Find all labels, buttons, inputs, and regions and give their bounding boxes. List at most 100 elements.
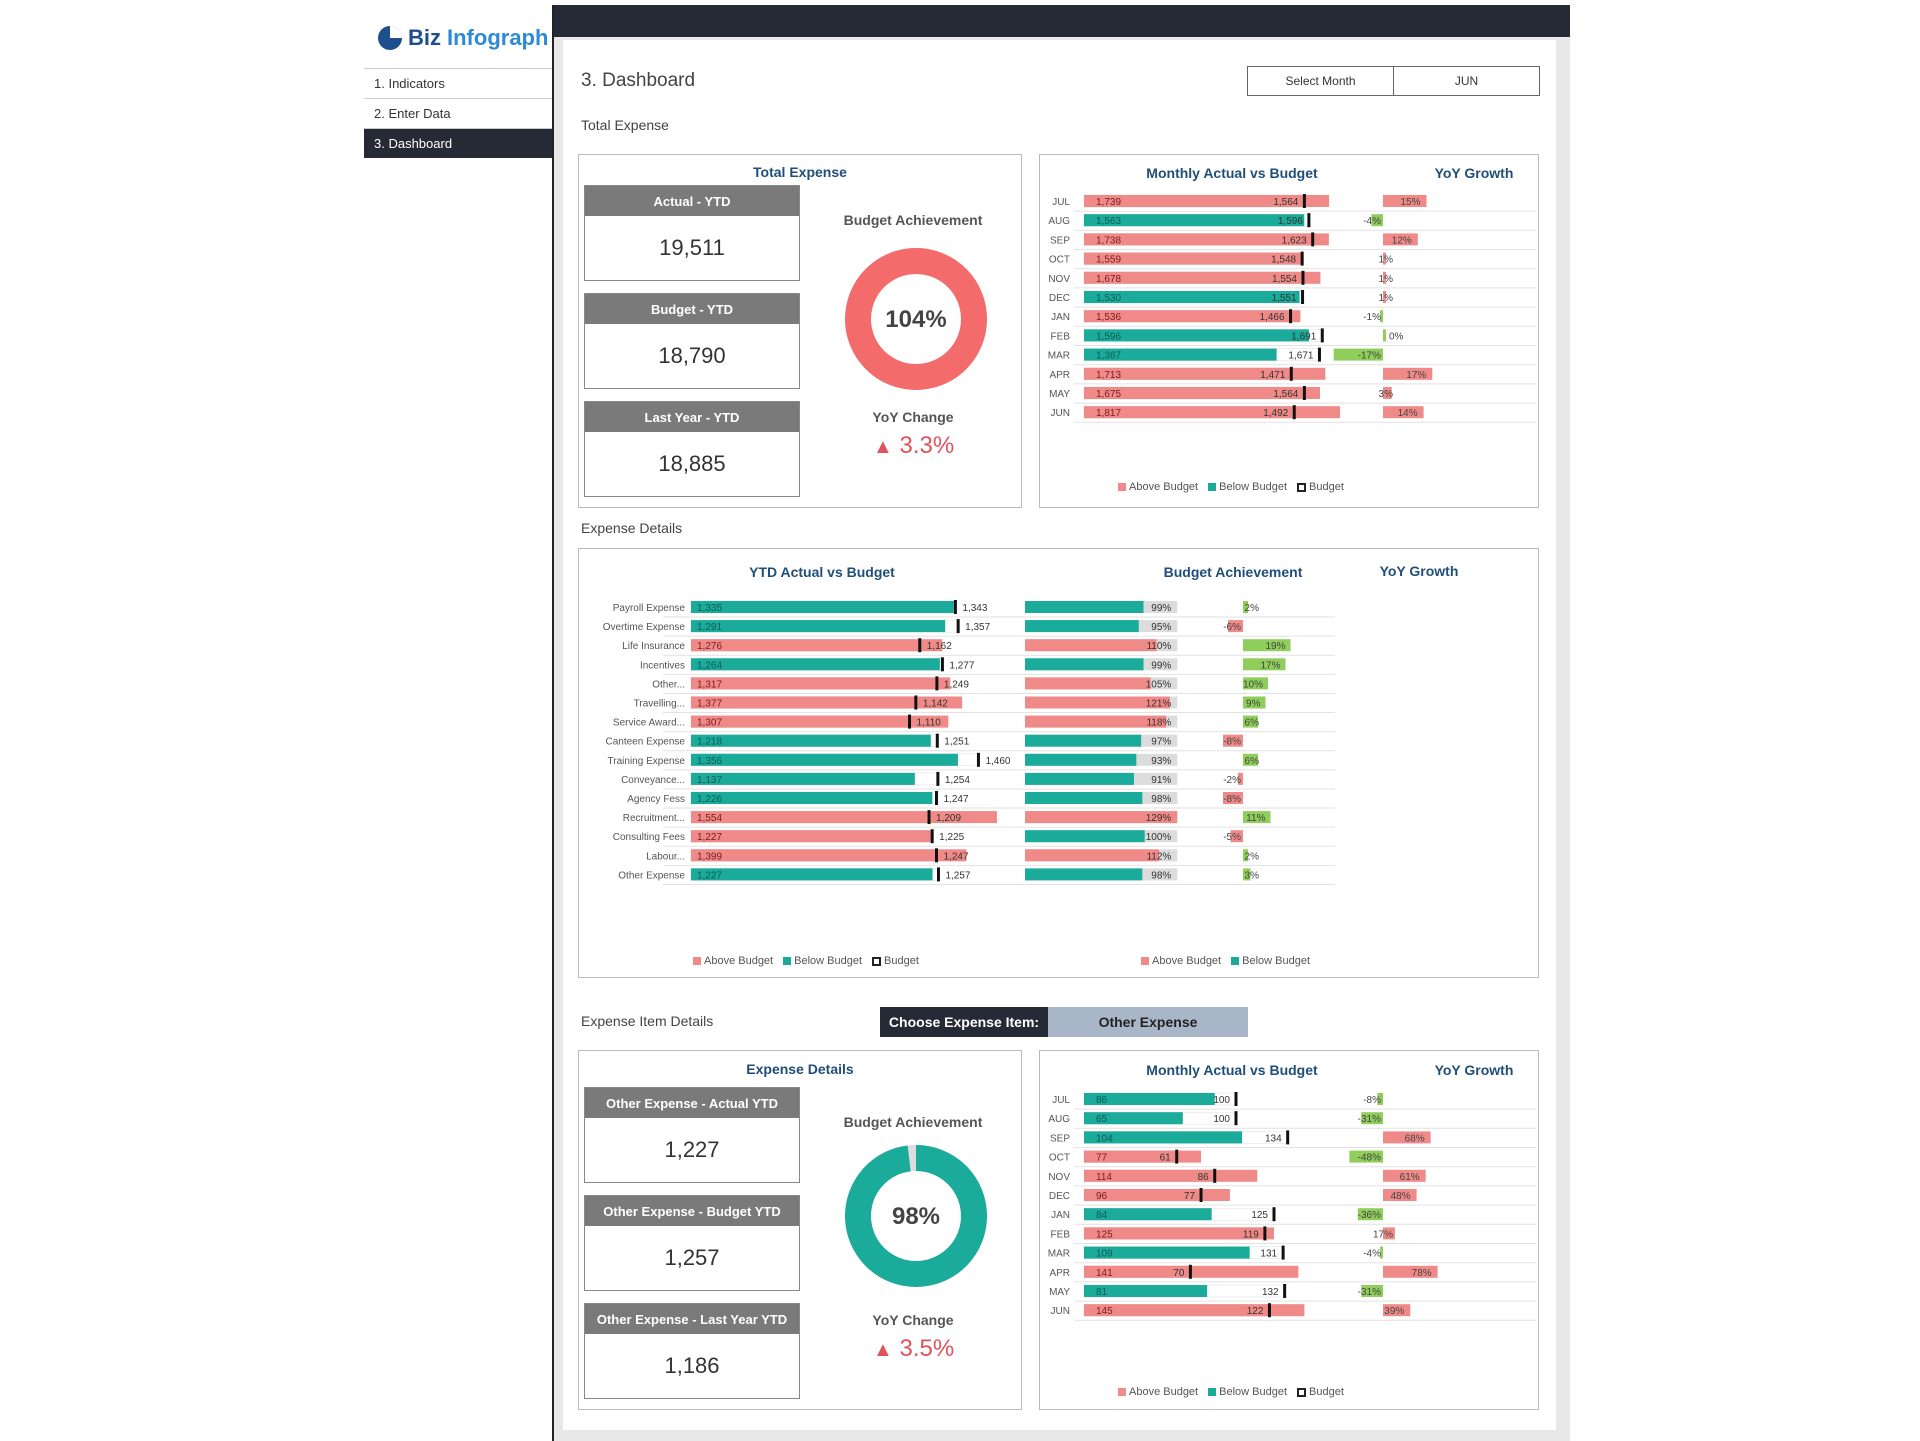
actual-label: 1,227 [697,870,722,881]
achievement-label: 100% [1146,832,1172,843]
actual-bar [691,792,933,804]
yoy-bar [1243,601,1248,613]
budget-achievement-label: Budget Achievement [843,212,983,228]
actual-bar [1084,1208,1212,1221]
actual-label: 1,678 [1096,274,1121,285]
total-expense-panel-title: Total Expense [753,164,847,180]
yoy-bar [1230,830,1243,843]
budget-marker [1188,1264,1192,1279]
budget-label: 1,596 [1278,216,1303,227]
item-expense-panel: Expense Details Other Expense - Actual Y… [578,1050,1022,1410]
sidebar-item-enter-data[interactable]: 2. Enter Data [364,98,552,128]
yoy-label: 17% [1406,370,1426,381]
kpi-label: Other Expense - Actual YTD [585,1088,799,1118]
actual-label: 1,536 [1096,312,1121,323]
category-label: OCT [1049,255,1070,266]
budget-marker [936,771,940,786]
achievement-label: 118% [1146,718,1171,729]
budget-marker [1311,232,1315,247]
budget-label: 122 [1247,1306,1264,1317]
yoy-bar [1243,715,1258,728]
achievement-label: 112% [1146,851,1171,862]
yoy-label: -8% [1223,737,1241,748]
actual-bar [691,830,933,843]
yoy-bar [1383,1169,1426,1182]
category-label: Recruitment... [623,813,685,824]
actual-bar [691,715,949,728]
legend-above: Above Budget [1141,955,1221,967]
actual-label: 1,559 [1096,255,1121,266]
budget-label: 1,257 [945,870,970,881]
actual-label: 1,226 [697,794,722,805]
yoy-label: 2% [1245,851,1260,862]
actual-bar [1084,291,1300,303]
yoy-label: 3% [1245,870,1260,881]
item-monthly-chart-panel: Monthly Actual vs Budget YoY Growth JUL 8… [1039,1050,1539,1410]
yoy-label: 1% [1379,293,1394,304]
yoy-label: -36% [1358,1210,1381,1221]
actual-bar [691,849,967,862]
budget-label: 1,225 [939,832,964,843]
actual-bar [1084,387,1321,399]
section-title-total-expense: Total Expense [581,117,669,133]
yoy-bar [1383,1189,1417,1201]
achievement-bar [1025,734,1142,747]
actual-bar [691,677,951,690]
actual-label: 1,356 [697,756,722,767]
yoy-label: 15% [1400,197,1420,208]
donut-value: 98% [892,1203,940,1230]
yoy-label: 0% [1389,331,1404,342]
yoy-bar [1357,1208,1383,1221]
item-expense-panel-title: Expense Details [746,1061,854,1077]
actual-label: 1,563 [1096,216,1121,227]
actual-bar [1084,252,1304,265]
yoy-label: 78% [1412,1268,1432,1279]
yoy-title: YoY Growth [1380,563,1459,579]
category-label: Conveyance... [621,775,685,786]
actual-bar [1084,367,1326,380]
category-label: Other Expense [618,870,685,881]
achievement-label: 97% [1151,737,1171,748]
actual-label: 1,218 [697,737,722,748]
budget-label: 132 [1262,1287,1279,1298]
budget-label: 100 [1213,1114,1230,1125]
yoy-label: 48% [1391,1191,1411,1202]
actual-bar [691,658,940,671]
actual-label: 1,335 [697,603,722,614]
actual-bar [691,811,997,824]
sidebar-item-dashboard[interactable]: 3. Dashboard [364,128,552,158]
budget-label: 1,471 [1260,370,1285,381]
budget-marker [956,619,960,634]
category-label: DEC [1049,1191,1070,1202]
sidebar-item-indicators[interactable]: 1. Indicators [364,68,552,98]
select-month-dropdown[interactable]: JUN [1454,74,1479,88]
triangle-up-icon: ▲ [873,436,893,458]
achievement-bar [1025,849,1160,862]
choose-expense-dropdown[interactable]: Other Expense [1048,1007,1248,1037]
kpi-label: Last Year - YTD [585,402,799,432]
budget-label: 1,247 [944,794,969,805]
actual-label: 1,713 [1096,370,1121,381]
yoy-bar [1383,329,1386,342]
actual-bar [691,601,954,613]
budget-marker [1199,1188,1203,1202]
yoy-bar [1383,271,1386,284]
actual-label: 1,367 [1096,351,1121,362]
yoy-label: 14% [1398,408,1418,419]
budget-marker [908,714,912,729]
choose-expense-label: Choose Expense Item: [880,1007,1048,1037]
achievement-label: 99% [1151,660,1171,671]
actual-label: 109 [1096,1249,1113,1260]
budget-label: 86 [1198,1172,1210,1183]
budget-label: 134 [1265,1133,1282,1144]
budget-marker [1267,1303,1271,1318]
budget-marker [930,829,934,844]
page-title: 3. Dashboard [581,70,696,91]
actual-bar [1084,1285,1208,1297]
actual-bar [1084,1304,1305,1317]
yoy-label: 12% [1392,235,1412,246]
yoy-bar [1383,1227,1395,1240]
yoy-change-label: YoY Change [872,1312,954,1328]
yoy-label: 39% [1384,1306,1404,1317]
actual-label: 86 [1096,1095,1108,1106]
